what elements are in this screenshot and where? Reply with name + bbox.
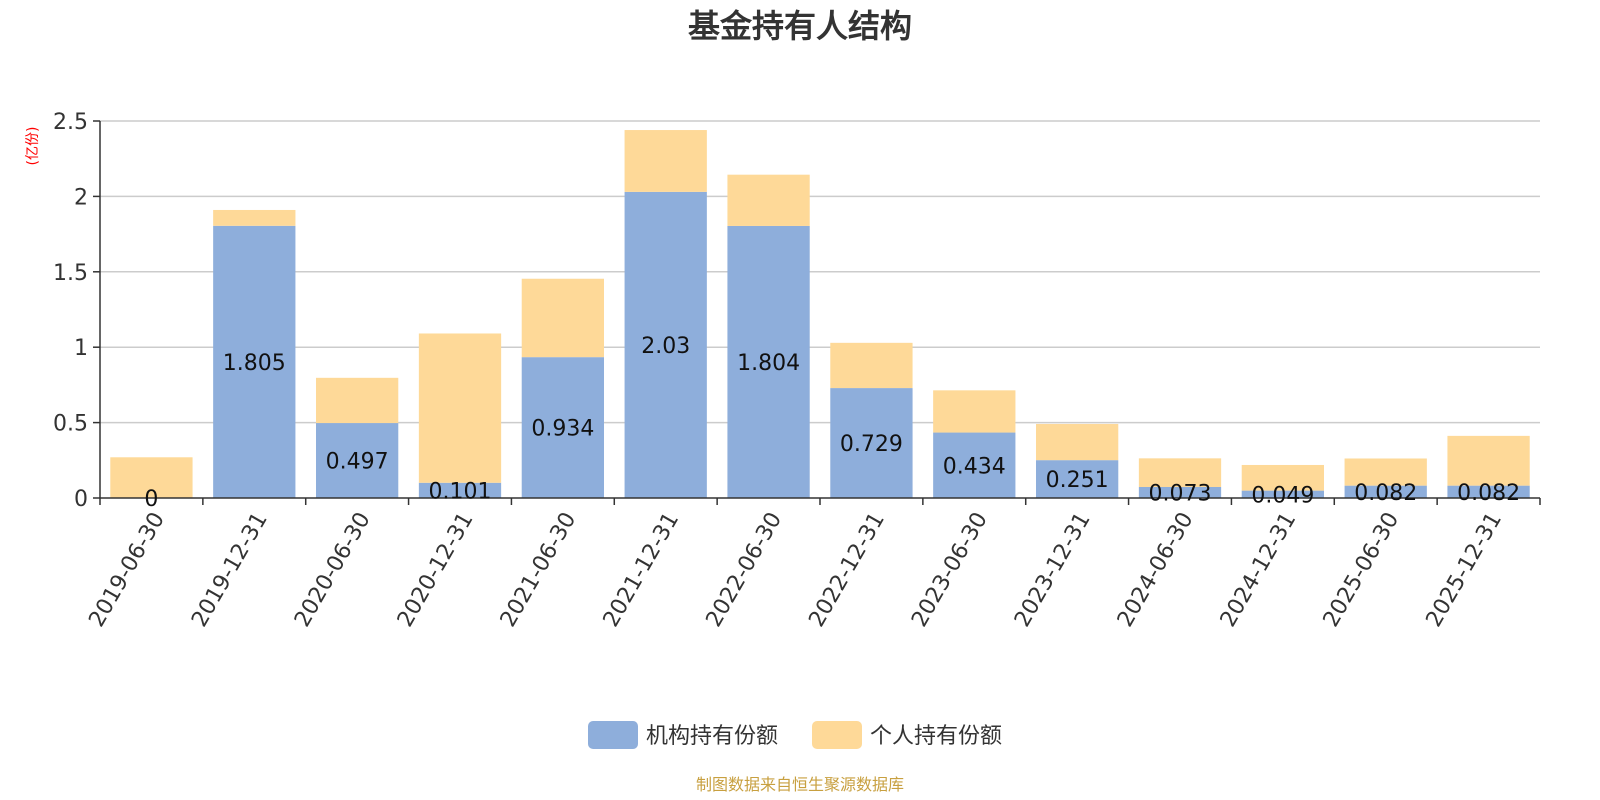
bar-institutional [316,423,399,498]
bar-individual [624,130,707,192]
bar-institutional [1138,486,1222,498]
bar-individual [1241,464,1324,491]
bar-institutional [624,191,707,498]
bar-individual [1344,458,1427,486]
y-tick-label: 1.5 [53,261,88,286]
x-tick-label: 2020-12-31 [393,508,479,631]
legend-swatch-individual [812,721,862,749]
bar-institutional [1036,460,1119,498]
bar-individual [727,174,810,226]
x-tick-label: 2020-06-30 [290,508,376,631]
legend-swatch-institutional [588,721,638,749]
bar-individual [830,342,913,389]
bar-individual [521,278,604,358]
x-tick-label: 2023-06-30 [907,508,993,631]
data-label-institutional: 1.804 [737,351,800,376]
bars [110,130,1530,499]
x-tick-label: 2021-06-30 [496,508,582,631]
data-label-institutional: 0.101 [429,479,492,504]
data-label-institutional: 0 [144,487,158,512]
data-label-institutional: 0.434 [943,454,1006,479]
x-tick-label: 2024-12-31 [1216,508,1302,631]
data-label-institutional: 0.934 [531,417,594,442]
bar-individual [213,209,296,226]
data-labels: 0 1.805 0.497 0.101 0.934 2.03 1.804 0.729 0.434… [144,334,1520,512]
x-tick-label: 2021-12-31 [599,508,685,631]
legend: 机构持有份额 个人持有份额 [588,721,1002,749]
bar-institutional [1447,485,1530,498]
bar-institutional [1344,485,1427,498]
data-label-institutional: 0.049 [1251,483,1314,508]
bar-individual [316,377,399,424]
bar-individual [1036,423,1119,461]
bar-institutional [830,388,913,498]
bar-individual [933,390,1016,433]
bar-individual [110,457,193,498]
y-axis-label: (亿份) [25,127,41,166]
legend-label-individual: 个人持有份额 [870,724,1002,749]
y-tick-label: 2.5 [53,110,88,135]
x-tick-label: 2019-06-30 [84,508,170,631]
data-label-institutional: 1.805 [223,351,286,376]
bar-institutional [418,482,502,498]
data-label-institutional: 0.082 [1354,481,1417,506]
y-tick-label: 0.5 [53,412,88,437]
y-tick-label: 2 [74,185,88,210]
x-tick-label: 2025-06-30 [1319,508,1405,631]
bar-institutional [727,225,810,499]
data-label-institutional: 0.251 [1046,468,1109,493]
y-tick-label: 0 [74,487,88,512]
source-note: 制图数据来自恒生聚源数据库 [696,775,904,794]
bar-individual [418,333,502,483]
data-label-institutional: 0.073 [1149,481,1212,506]
x-tick-label: 2022-12-31 [804,508,890,631]
x-tick-label: 2019-12-31 [187,508,273,631]
x-tick-label: 2024-06-30 [1113,508,1199,631]
bar-individual [1447,435,1530,486]
bar-institutional [1241,490,1324,498]
x-tick-label: 2025-12-31 [1422,508,1508,631]
bar-individual [1138,458,1222,487]
bar-institutional [933,432,1016,498]
data-label-institutional: 0.497 [326,450,389,475]
y-tick-label: 1 [74,336,88,361]
x-tick-label: 2023-12-31 [1010,508,1096,631]
bar-institutional [213,225,296,498]
data-label-institutional: 2.03 [641,334,690,359]
bar-institutional [521,357,604,498]
chart-title: 基金持有人结构 [688,7,912,45]
data-label-institutional: 0.729 [840,432,903,457]
x-tick-label: 2022-06-30 [702,508,788,631]
data-label-institutional: 0.082 [1457,481,1520,506]
grid-lines [100,120,1540,424]
legend-label-institutional: 机构持有份额 [646,724,778,749]
